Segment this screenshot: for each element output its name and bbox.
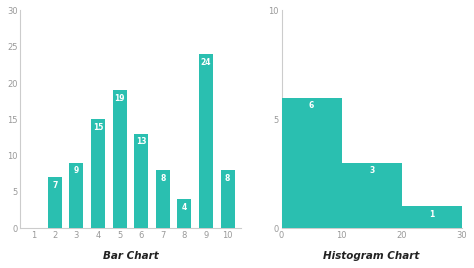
Text: 8: 8 xyxy=(225,174,230,183)
Bar xyxy=(156,170,170,228)
Text: 8: 8 xyxy=(160,174,165,183)
Text: 3: 3 xyxy=(369,166,374,175)
Text: 15: 15 xyxy=(93,123,103,132)
Text: 7: 7 xyxy=(52,181,57,190)
Text: 13: 13 xyxy=(136,137,146,146)
Text: 9: 9 xyxy=(74,166,79,176)
Bar xyxy=(199,54,213,228)
Bar xyxy=(282,98,342,228)
Bar xyxy=(91,119,105,228)
Bar xyxy=(401,206,462,228)
Bar xyxy=(342,163,401,228)
X-axis label: Histogram Chart: Histogram Chart xyxy=(323,251,420,261)
Text: 4: 4 xyxy=(182,203,187,212)
Text: 1: 1 xyxy=(429,210,434,219)
X-axis label: Bar Chart: Bar Chart xyxy=(102,251,158,261)
Bar xyxy=(48,177,62,228)
Bar xyxy=(113,90,127,228)
Text: 19: 19 xyxy=(114,94,125,103)
Text: 6: 6 xyxy=(309,101,314,110)
Bar xyxy=(70,163,83,228)
Bar xyxy=(177,199,191,228)
Bar xyxy=(220,170,235,228)
Text: 24: 24 xyxy=(201,58,211,67)
Bar xyxy=(134,134,148,228)
